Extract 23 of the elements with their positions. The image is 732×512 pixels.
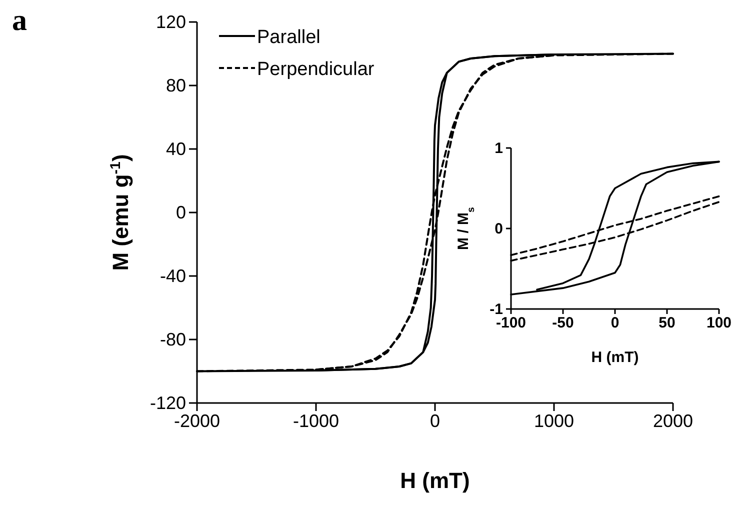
x-tick-label: -1000 <box>292 410 340 431</box>
x-tick-label: 1000 <box>534 410 574 431</box>
x-tick-label: -2000 <box>174 410 220 431</box>
y-tick-label: 120 <box>156 12 186 32</box>
x-tick-label: 100 <box>706 314 732 332</box>
x-axis-title: H (mT) <box>591 349 639 366</box>
y-tick-label: 80 <box>166 75 186 96</box>
y-tick-label: 0 <box>494 220 503 238</box>
y-tick-label: -80 <box>160 329 186 350</box>
x-tick-label: 0 <box>430 410 440 431</box>
x-tick-label: 2000 <box>652 410 694 431</box>
x-tick-label: 50 <box>658 314 676 332</box>
y-tick-label: 40 <box>166 138 186 159</box>
y-tick-label: -40 <box>160 266 186 286</box>
legend-label: Parallel <box>257 27 320 48</box>
y-tick-label: 1 <box>494 140 503 157</box>
y-tick-label: 0 <box>176 202 186 222</box>
x-axis-title: H (mT) <box>400 468 470 493</box>
y-tick-label: -120 <box>150 392 186 413</box>
x-tick-label: 0 <box>610 314 620 332</box>
chart-title: a <box>12 4 27 37</box>
x-tick-label: -50 <box>552 314 574 332</box>
legend-label: Perpendicular <box>257 59 375 80</box>
